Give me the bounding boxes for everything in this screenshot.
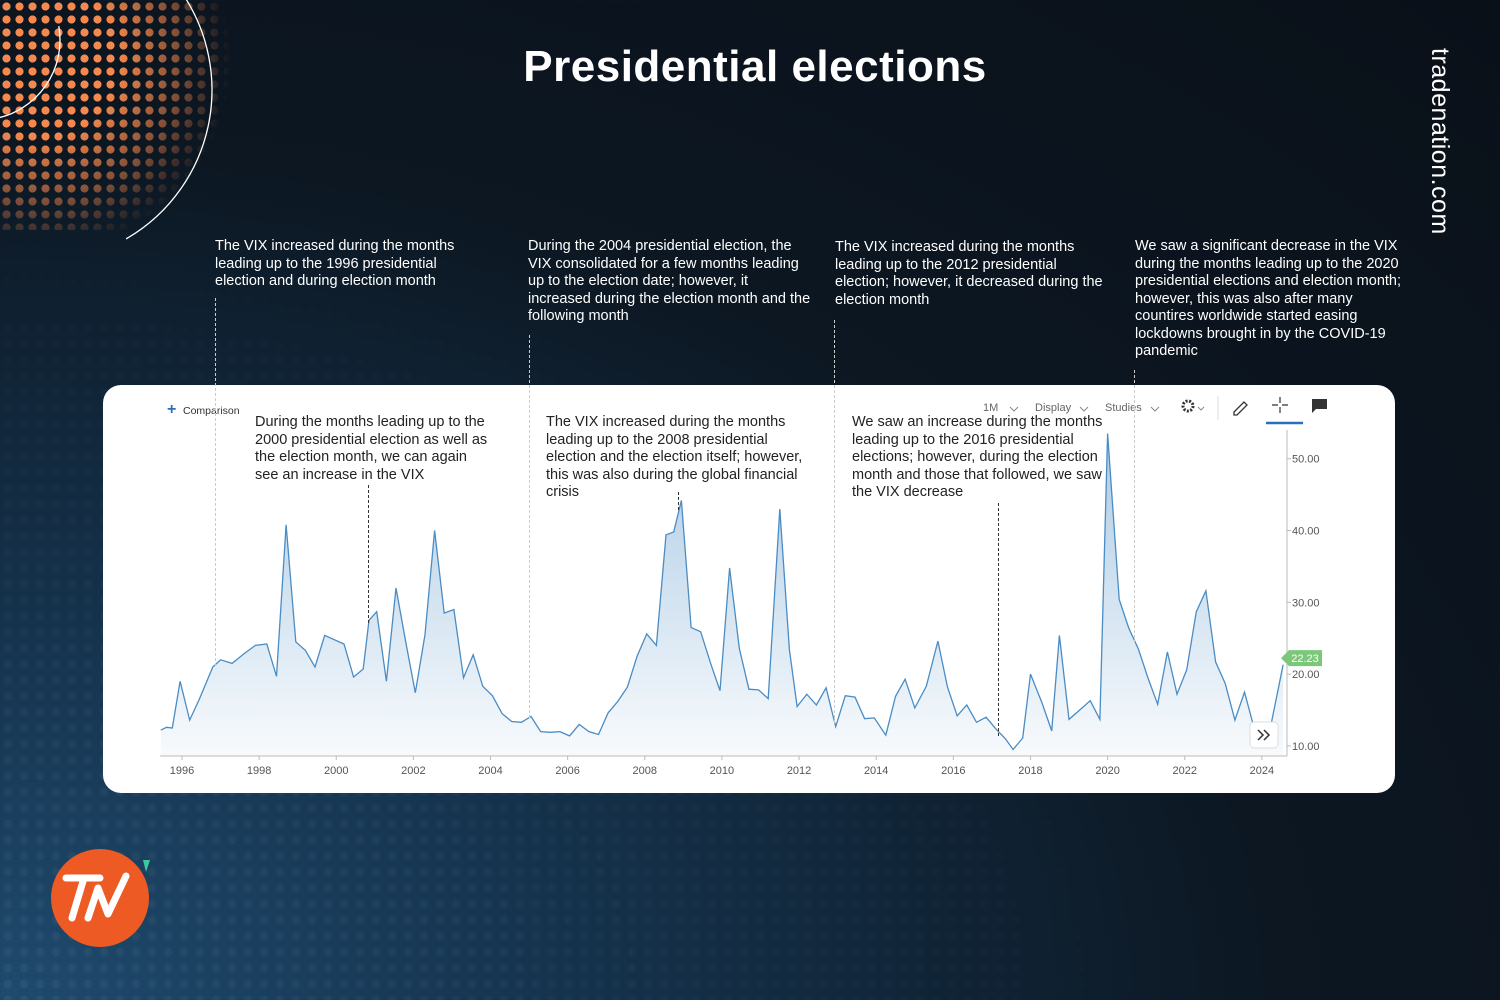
dropdown-caret — [1197, 406, 1205, 411]
comparison-button[interactable]: Comparison — [183, 405, 240, 417]
area-fill — [160, 433, 1284, 756]
y-tick-label: 10.00 — [1292, 741, 1320, 753]
annotation: The VIX increased during the months lead… — [546, 414, 803, 500]
annotation: The VIX increased during the months lead… — [215, 238, 455, 289]
line — [160, 433, 1284, 751]
x-tick-label: 2012 — [787, 765, 811, 777]
annotation: The VIX increased during the months lead… — [835, 239, 1103, 308]
plus-icon[interactable]: + — [167, 401, 176, 418]
y-tick-label: 30.00 — [1292, 597, 1320, 609]
x-tick-label: 2024 — [1250, 765, 1274, 777]
x-tick-label: 2022 — [1172, 765, 1196, 777]
logo-accent — [143, 860, 150, 872]
annotation: During the 2004 presidential election, t… — [528, 238, 811, 324]
dropdown-caret — [1009, 406, 1019, 412]
x-tick-label: 2014 — [864, 765, 888, 777]
arc-decoration — [0, 0, 61, 121]
x-tick-label: 2002 — [401, 765, 425, 777]
y-tick-label: 40.00 — [1292, 526, 1320, 538]
x-tick-label: 2020 — [1095, 765, 1119, 777]
x-tick-label: 2016 — [941, 765, 965, 777]
settings-icon[interactable] — [1181, 399, 1195, 413]
x-tick-label: 2004 — [478, 765, 502, 777]
x-tick-label: 2010 — [710, 765, 734, 777]
x-tick-label: 2006 — [555, 765, 579, 777]
draw-icon[interactable] — [1233, 401, 1248, 416]
dropdown-caret — [1079, 406, 1089, 412]
brand: tradenation.com — [1426, 48, 1454, 235]
display-button[interactable]: Display — [1035, 402, 1072, 414]
annotation: We saw a significant decrease in the VIX… — [1135, 238, 1401, 359]
y-tick-label: 50.00 — [1292, 454, 1320, 466]
scroll-icon — [1257, 729, 1271, 741]
annotation: During the months leading up to the 2000… — [255, 414, 488, 483]
current-value-label: 22.23 — [1291, 653, 1319, 665]
x-tick-label: 2018 — [1018, 765, 1042, 777]
page-title: Presidential elections — [523, 42, 987, 91]
crosshair-icon[interactable] — [1272, 397, 1288, 413]
studies-button[interactable]: Studies — [1105, 402, 1142, 414]
annotation-leaders — [215, 298, 1135, 737]
plot: 10.00 20.00 30.00 40.00 50.00 1996 1998 2000 200… — [160, 430, 1322, 777]
x-tick-label: 1996 — [170, 765, 194, 777]
y-tick-label: 20.00 — [1292, 669, 1320, 681]
interval-button[interactable]: 1M — [983, 402, 998, 414]
comment-icon[interactable] — [1312, 399, 1327, 413]
current-value-badge — [1281, 650, 1322, 667]
annotation: We saw an increase during the months lea… — [852, 414, 1103, 500]
x-tick-label: 2000 — [324, 765, 348, 777]
dropdown-caret — [1150, 406, 1160, 412]
halftone-decoration — [0, 0, 230, 230]
x-tick-label: 2008 — [633, 765, 657, 777]
x-tick-label: 1998 — [247, 765, 271, 777]
logo-mark — [62, 872, 130, 922]
arc-decoration — [0, 0, 213, 263]
